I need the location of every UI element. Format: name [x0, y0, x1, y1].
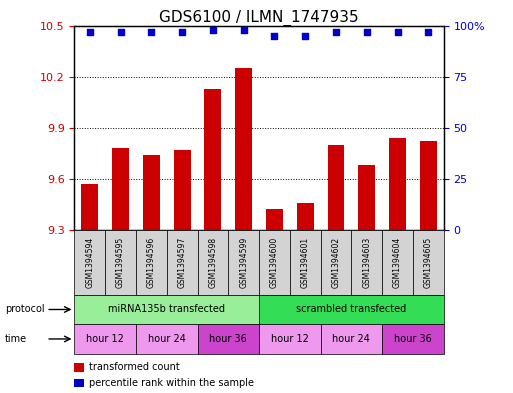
Bar [321, 324, 382, 354]
Point [147, 29, 155, 35]
Text: transformed count: transformed count [89, 362, 180, 373]
Text: hour 36: hour 36 [394, 334, 432, 344]
Text: GSM1394598: GSM1394598 [208, 237, 218, 288]
Text: GSM1394594: GSM1394594 [85, 237, 94, 288]
Title: GDS6100 / ILMN_1747935: GDS6100 / ILMN_1747935 [159, 9, 359, 26]
Bar [266, 209, 283, 230]
Bar [382, 230, 413, 295]
Text: protocol: protocol [5, 305, 45, 314]
Bar [297, 203, 313, 230]
Point [363, 29, 371, 35]
Bar [358, 165, 375, 230]
Text: GSM1394603: GSM1394603 [362, 237, 371, 288]
Text: hour 24: hour 24 [148, 334, 186, 344]
Bar [389, 138, 406, 230]
Bar [136, 324, 198, 354]
Point [424, 29, 432, 35]
Bar [74, 295, 259, 324]
Point [393, 29, 402, 35]
Text: GSM1394602: GSM1394602 [331, 237, 341, 288]
Text: percentile rank within the sample: percentile rank within the sample [89, 378, 254, 388]
Text: miRNA135b transfected: miRNA135b transfected [108, 305, 225, 314]
Bar [198, 230, 228, 295]
Point [209, 26, 217, 33]
Text: GSM1394599: GSM1394599 [239, 237, 248, 288]
Bar [74, 324, 136, 354]
Text: GSM1394605: GSM1394605 [424, 237, 433, 288]
Text: hour 36: hour 36 [209, 334, 247, 344]
Bar [259, 295, 444, 324]
Bar [259, 230, 290, 295]
Bar [290, 230, 321, 295]
Bar [173, 150, 190, 230]
Point [270, 33, 279, 39]
Text: time: time [5, 334, 27, 344]
Text: hour 12: hour 12 [86, 334, 124, 344]
Point [240, 26, 248, 33]
Bar [198, 324, 259, 354]
Text: GSM1394601: GSM1394601 [301, 237, 310, 288]
Bar [204, 88, 222, 230]
Point [116, 29, 125, 35]
Text: GSM1394604: GSM1394604 [393, 237, 402, 288]
Bar [81, 184, 98, 230]
Point [178, 29, 186, 35]
Bar [112, 148, 129, 230]
Bar [259, 324, 321, 354]
Bar [235, 68, 252, 230]
Bar [327, 145, 344, 230]
Text: GSM1394600: GSM1394600 [270, 237, 279, 288]
Bar [321, 230, 351, 295]
Text: GSM1394595: GSM1394595 [116, 237, 125, 288]
Text: scrambled transfected: scrambled transfected [297, 305, 406, 314]
Point [332, 29, 340, 35]
Bar [382, 324, 444, 354]
Bar [420, 141, 437, 230]
Bar [167, 230, 198, 295]
Bar [136, 230, 167, 295]
Bar [413, 230, 444, 295]
Text: GSM1394597: GSM1394597 [177, 237, 187, 288]
Text: hour 12: hour 12 [271, 334, 309, 344]
Point [301, 33, 309, 39]
Bar [351, 230, 382, 295]
Bar [74, 230, 105, 295]
Text: hour 24: hour 24 [332, 334, 370, 344]
Bar [105, 230, 136, 295]
Point [86, 29, 94, 35]
Bar [143, 155, 160, 230]
Bar [228, 230, 259, 295]
Text: GSM1394596: GSM1394596 [147, 237, 156, 288]
